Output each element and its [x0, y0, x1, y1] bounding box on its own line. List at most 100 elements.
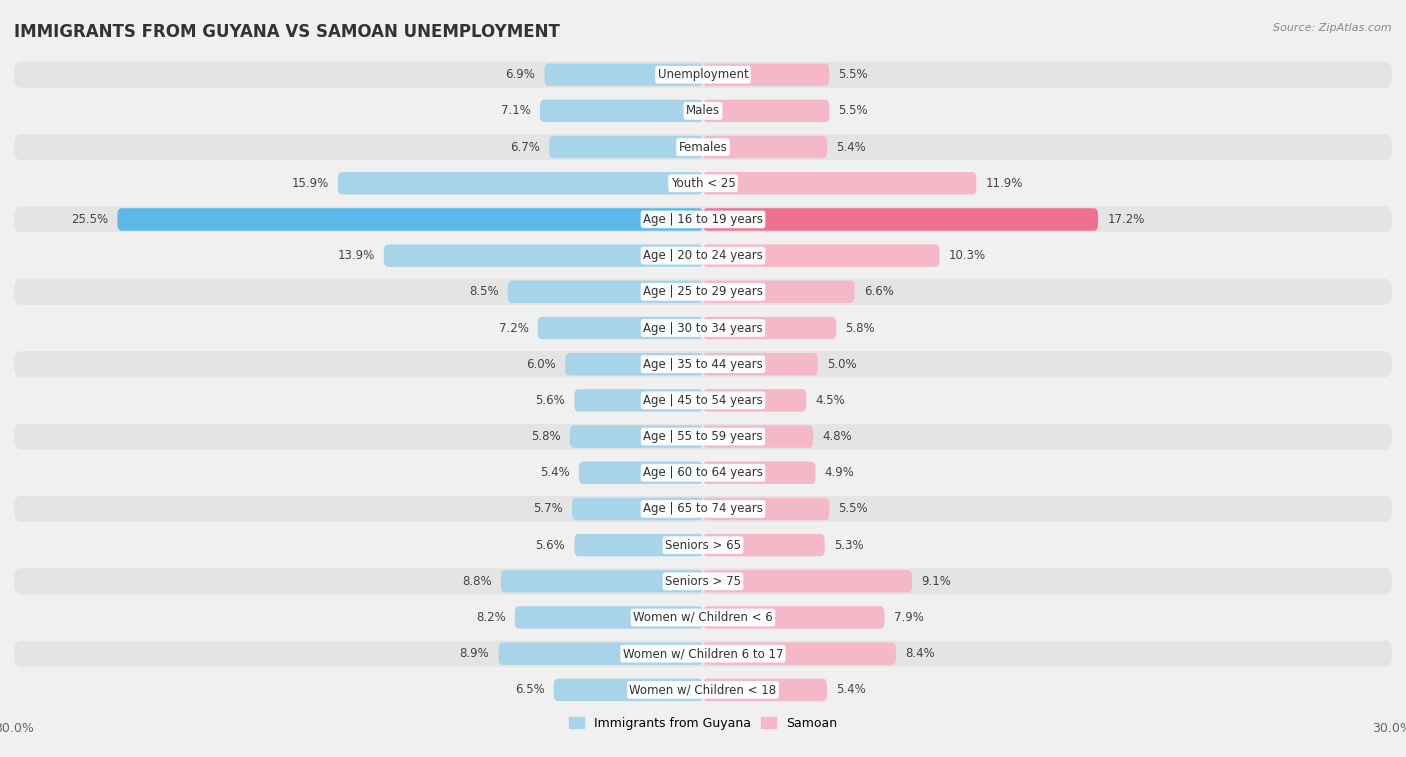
FancyBboxPatch shape	[14, 677, 1392, 703]
Text: Seniors > 65: Seniors > 65	[665, 539, 741, 552]
FancyBboxPatch shape	[14, 388, 1392, 413]
Text: 7.2%: 7.2%	[499, 322, 529, 335]
Text: Age | 55 to 59 years: Age | 55 to 59 years	[643, 430, 763, 443]
FancyBboxPatch shape	[565, 353, 703, 375]
Text: Women w/ Children < 6: Women w/ Children < 6	[633, 611, 773, 624]
FancyBboxPatch shape	[14, 279, 1392, 305]
FancyBboxPatch shape	[703, 425, 813, 448]
FancyBboxPatch shape	[544, 64, 703, 86]
FancyBboxPatch shape	[703, 389, 807, 412]
Text: Women w/ Children 6 to 17: Women w/ Children 6 to 17	[623, 647, 783, 660]
FancyBboxPatch shape	[703, 316, 837, 339]
Text: Age | 20 to 24 years: Age | 20 to 24 years	[643, 249, 763, 262]
Text: 5.7%: 5.7%	[533, 503, 562, 516]
Text: Youth < 25: Youth < 25	[671, 177, 735, 190]
FancyBboxPatch shape	[14, 207, 1392, 232]
Text: 5.4%: 5.4%	[837, 141, 866, 154]
FancyBboxPatch shape	[703, 172, 976, 195]
FancyBboxPatch shape	[384, 245, 703, 267]
FancyBboxPatch shape	[550, 136, 703, 158]
FancyBboxPatch shape	[14, 423, 1392, 450]
FancyBboxPatch shape	[337, 172, 703, 195]
Text: 5.5%: 5.5%	[838, 104, 868, 117]
FancyBboxPatch shape	[501, 570, 703, 593]
Text: 6.0%: 6.0%	[526, 358, 555, 371]
Text: 8.5%: 8.5%	[470, 285, 499, 298]
Text: 5.5%: 5.5%	[838, 503, 868, 516]
Text: Age | 65 to 74 years: Age | 65 to 74 years	[643, 503, 763, 516]
Text: 7.1%: 7.1%	[501, 104, 531, 117]
Text: 17.2%: 17.2%	[1107, 213, 1144, 226]
FancyBboxPatch shape	[537, 316, 703, 339]
FancyBboxPatch shape	[14, 351, 1392, 377]
Text: 5.3%: 5.3%	[834, 539, 863, 552]
FancyBboxPatch shape	[703, 64, 830, 86]
FancyBboxPatch shape	[14, 496, 1392, 522]
Text: 8.4%: 8.4%	[905, 647, 935, 660]
FancyBboxPatch shape	[703, 353, 818, 375]
Text: 6.9%: 6.9%	[506, 68, 536, 81]
Text: IMMIGRANTS FROM GUYANA VS SAMOAN UNEMPLOYMENT: IMMIGRANTS FROM GUYANA VS SAMOAN UNEMPLO…	[14, 23, 560, 41]
Text: 4.5%: 4.5%	[815, 394, 845, 407]
FancyBboxPatch shape	[703, 208, 1098, 231]
Text: 13.9%: 13.9%	[337, 249, 374, 262]
FancyBboxPatch shape	[14, 532, 1392, 558]
Text: 11.9%: 11.9%	[986, 177, 1022, 190]
FancyBboxPatch shape	[14, 459, 1392, 486]
FancyBboxPatch shape	[14, 170, 1392, 196]
FancyBboxPatch shape	[540, 100, 703, 122]
FancyBboxPatch shape	[703, 643, 896, 665]
Text: 5.0%: 5.0%	[827, 358, 856, 371]
Text: 5.8%: 5.8%	[531, 430, 561, 443]
FancyBboxPatch shape	[14, 134, 1392, 160]
Text: Age | 25 to 29 years: Age | 25 to 29 years	[643, 285, 763, 298]
FancyBboxPatch shape	[572, 497, 703, 520]
Text: Age | 45 to 54 years: Age | 45 to 54 years	[643, 394, 763, 407]
Text: 25.5%: 25.5%	[72, 213, 108, 226]
FancyBboxPatch shape	[575, 534, 703, 556]
FancyBboxPatch shape	[703, 679, 827, 701]
Text: 5.4%: 5.4%	[540, 466, 569, 479]
Text: Women w/ Children < 18: Women w/ Children < 18	[630, 684, 776, 696]
Text: 5.8%: 5.8%	[845, 322, 875, 335]
Text: 6.6%: 6.6%	[863, 285, 894, 298]
Text: 9.1%: 9.1%	[921, 575, 950, 587]
FancyBboxPatch shape	[703, 497, 830, 520]
Text: Unemployment: Unemployment	[658, 68, 748, 81]
Legend: Immigrants from Guyana, Samoan: Immigrants from Guyana, Samoan	[564, 712, 842, 735]
FancyBboxPatch shape	[554, 679, 703, 701]
FancyBboxPatch shape	[14, 569, 1392, 594]
Text: 8.8%: 8.8%	[463, 575, 492, 587]
Text: 8.9%: 8.9%	[460, 647, 489, 660]
Text: 4.8%: 4.8%	[823, 430, 852, 443]
Text: 10.3%: 10.3%	[949, 249, 986, 262]
FancyBboxPatch shape	[14, 605, 1392, 631]
Text: 8.2%: 8.2%	[475, 611, 506, 624]
FancyBboxPatch shape	[703, 462, 815, 484]
Text: 5.5%: 5.5%	[838, 68, 868, 81]
Text: Males: Males	[686, 104, 720, 117]
FancyBboxPatch shape	[703, 100, 830, 122]
Text: Age | 30 to 34 years: Age | 30 to 34 years	[643, 322, 763, 335]
FancyBboxPatch shape	[703, 136, 827, 158]
Text: 6.5%: 6.5%	[515, 684, 544, 696]
FancyBboxPatch shape	[14, 98, 1392, 124]
FancyBboxPatch shape	[703, 281, 855, 303]
Text: 5.4%: 5.4%	[837, 684, 866, 696]
FancyBboxPatch shape	[579, 462, 703, 484]
FancyBboxPatch shape	[703, 606, 884, 629]
FancyBboxPatch shape	[14, 315, 1392, 341]
FancyBboxPatch shape	[703, 570, 912, 593]
FancyBboxPatch shape	[117, 208, 703, 231]
Text: 15.9%: 15.9%	[291, 177, 329, 190]
FancyBboxPatch shape	[14, 61, 1392, 88]
FancyBboxPatch shape	[499, 643, 703, 665]
Text: Age | 60 to 64 years: Age | 60 to 64 years	[643, 466, 763, 479]
Text: 4.9%: 4.9%	[825, 466, 855, 479]
Text: Age | 35 to 44 years: Age | 35 to 44 years	[643, 358, 763, 371]
Text: 5.6%: 5.6%	[536, 394, 565, 407]
FancyBboxPatch shape	[575, 389, 703, 412]
FancyBboxPatch shape	[703, 534, 825, 556]
FancyBboxPatch shape	[14, 242, 1392, 269]
Text: Source: ZipAtlas.com: Source: ZipAtlas.com	[1274, 23, 1392, 33]
